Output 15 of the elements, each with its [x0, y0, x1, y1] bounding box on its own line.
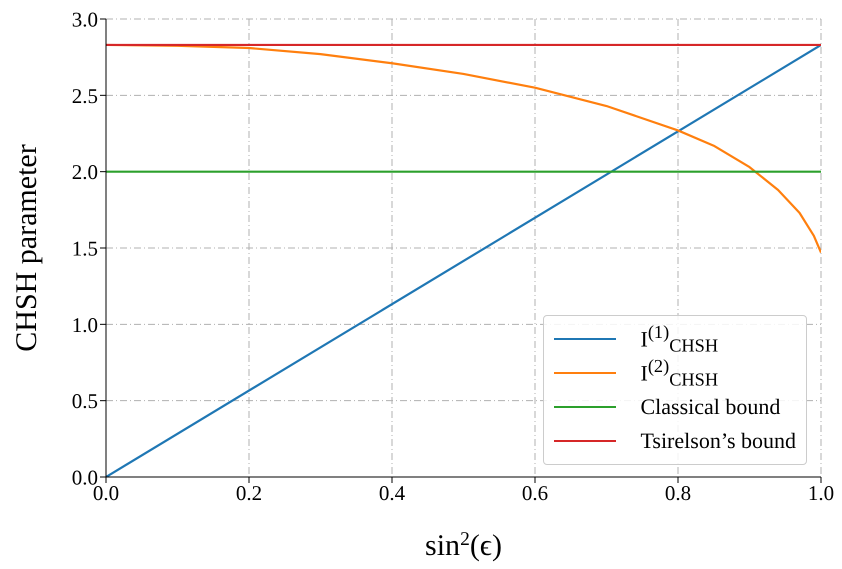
- x-axis-title: sin$^{2}$(ϵ): [425, 528, 502, 562]
- x-tick-label: 0.2: [236, 480, 262, 505]
- legend-label: Tsirelson’s bound: [640, 428, 796, 454]
- y-tick-label: 2.5: [72, 84, 98, 108]
- x-tick-label: 0.8: [664, 480, 692, 505]
- legend-label: Classical bound: [640, 394, 780, 420]
- y-tick-label: 0.5: [72, 389, 98, 414]
- y-tick-label: 1.5: [72, 236, 98, 260]
- y-tick-label: 1.0: [72, 312, 98, 337]
- y-tick-label: 3.0: [72, 7, 98, 32]
- x-tick-label: 0.6: [522, 480, 548, 505]
- x-tick-label: 1.0: [808, 480, 834, 505]
- x-tick-label: 0.4: [378, 480, 406, 505]
- y-tick-label: 2.0: [72, 160, 98, 184]
- y-axis-title: CHSH parameter: [10, 144, 43, 352]
